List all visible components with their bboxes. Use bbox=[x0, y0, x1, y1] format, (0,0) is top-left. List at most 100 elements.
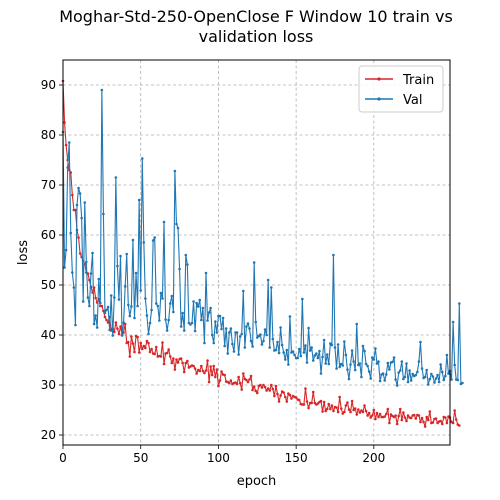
val-point bbox=[341, 364, 345, 367]
train-point bbox=[220, 370, 223, 373]
train-point bbox=[386, 407, 390, 411]
y-tick-label: 20 bbox=[41, 428, 56, 442]
val-point bbox=[430, 372, 433, 376]
train-point bbox=[271, 387, 275, 391]
val-point bbox=[436, 373, 439, 377]
val-point bbox=[109, 294, 113, 297]
val-point bbox=[136, 304, 139, 308]
train-point bbox=[273, 394, 276, 398]
val-point bbox=[308, 349, 312, 352]
val-point bbox=[212, 341, 216, 345]
val-point bbox=[175, 222, 178, 226]
val-point bbox=[192, 300, 195, 303]
val-point bbox=[158, 319, 161, 322]
train-point bbox=[425, 415, 428, 419]
val-point bbox=[437, 380, 441, 384]
train-point bbox=[290, 397, 293, 400]
train-point bbox=[203, 371, 206, 375]
train-point bbox=[335, 406, 338, 409]
val-point bbox=[67, 141, 71, 144]
val-point bbox=[179, 325, 183, 328]
val-point bbox=[88, 304, 91, 308]
train-point bbox=[228, 381, 231, 385]
val-point bbox=[450, 378, 453, 381]
train-point bbox=[279, 394, 282, 397]
val-point bbox=[280, 343, 284, 347]
train-point bbox=[327, 402, 331, 406]
val-point bbox=[316, 356, 320, 360]
train-point bbox=[206, 359, 209, 362]
val-point bbox=[210, 333, 214, 337]
val-point bbox=[237, 353, 240, 356]
train-point bbox=[103, 315, 107, 319]
train-point bbox=[159, 355, 163, 358]
train-point bbox=[88, 278, 91, 282]
train-point bbox=[193, 367, 197, 370]
val-point bbox=[125, 252, 129, 256]
train-point bbox=[297, 398, 301, 402]
val-point bbox=[350, 349, 354, 352]
train-point bbox=[259, 383, 262, 387]
train-point bbox=[384, 412, 388, 416]
train-point bbox=[277, 400, 281, 403]
train-point bbox=[374, 417, 377, 421]
val-point bbox=[105, 308, 108, 312]
val-point bbox=[395, 384, 399, 387]
val-point bbox=[198, 298, 202, 302]
val-point bbox=[301, 297, 304, 301]
train-point bbox=[255, 391, 259, 395]
val-point bbox=[332, 253, 335, 257]
legend: Train Val bbox=[358, 65, 444, 113]
val-point bbox=[71, 271, 74, 274]
val-point bbox=[235, 331, 239, 334]
train-point bbox=[170, 361, 174, 365]
val-point bbox=[122, 321, 125, 324]
train-point bbox=[142, 344, 146, 348]
train-point bbox=[419, 420, 422, 424]
val-point bbox=[426, 383, 430, 386]
train-point bbox=[426, 418, 430, 422]
train-point bbox=[357, 408, 360, 411]
val-point bbox=[349, 363, 352, 366]
train-point bbox=[319, 399, 323, 403]
val-point bbox=[302, 351, 306, 354]
val-point bbox=[108, 328, 111, 332]
val-point bbox=[178, 267, 181, 271]
train-point bbox=[344, 404, 348, 407]
val-point bbox=[92, 322, 96, 326]
val-point bbox=[374, 347, 377, 350]
y-tick-label: 60 bbox=[41, 228, 56, 242]
val-point bbox=[195, 301, 198, 305]
val-point bbox=[209, 306, 212, 310]
val-point bbox=[203, 341, 206, 345]
train-point bbox=[285, 400, 289, 403]
train-point bbox=[397, 414, 401, 418]
val-point bbox=[307, 326, 310, 330]
train-point bbox=[245, 378, 248, 382]
val-point bbox=[271, 337, 275, 341]
train-point bbox=[201, 369, 205, 373]
val-point bbox=[375, 362, 379, 365]
train-point bbox=[119, 325, 122, 328]
train-point bbox=[192, 364, 195, 368]
train-point bbox=[364, 409, 368, 413]
val-point bbox=[91, 251, 94, 255]
val-point bbox=[305, 361, 309, 364]
train-point bbox=[262, 383, 265, 387]
train-point bbox=[182, 370, 186, 374]
val-point bbox=[196, 305, 200, 308]
val-point bbox=[72, 286, 76, 289]
train-point bbox=[204, 369, 208, 372]
val-point bbox=[232, 350, 236, 353]
train-point bbox=[402, 411, 405, 414]
val-point bbox=[428, 377, 432, 381]
val-point bbox=[304, 344, 307, 347]
val-point bbox=[400, 360, 404, 363]
x-tick-label: 0 bbox=[59, 451, 67, 465]
train-point bbox=[369, 416, 373, 419]
val-point bbox=[106, 305, 110, 309]
val-point bbox=[260, 343, 264, 346]
axis-ticks: 0 50 100 150 200 20 30 40 50 60 70 80 90 bbox=[41, 78, 386, 465]
val-point bbox=[445, 353, 449, 357]
val-point bbox=[311, 359, 315, 362]
